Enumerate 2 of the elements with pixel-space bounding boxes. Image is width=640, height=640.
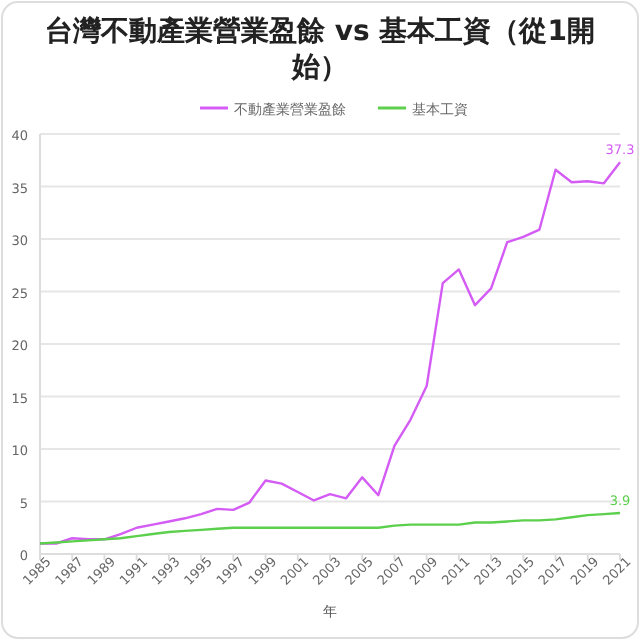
line-series [38, 511, 622, 545]
chart-title: 台灣不動產業營業盈餘 vs 基本工資（從1開始） [45, 14, 595, 84]
